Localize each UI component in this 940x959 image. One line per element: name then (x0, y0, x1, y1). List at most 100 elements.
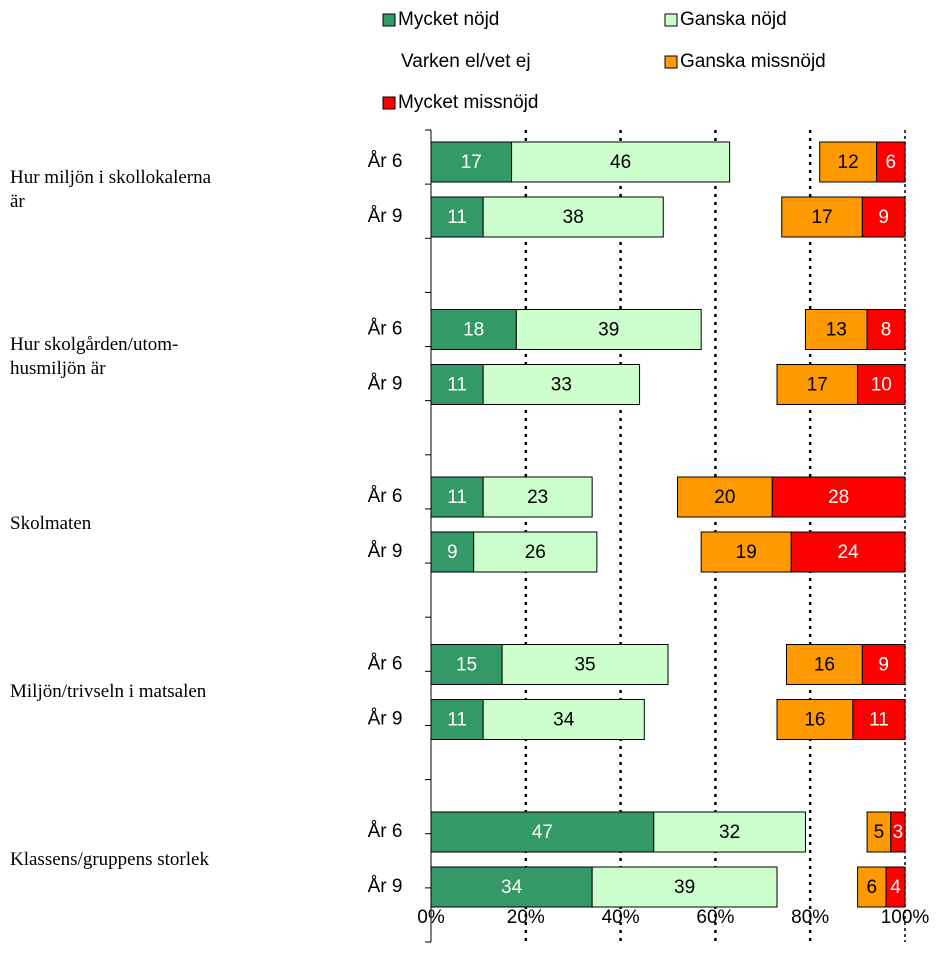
bar-segment (866, 309, 906, 350)
bar-segment (700, 531, 792, 573)
legend-label: Mycket nöjd (398, 9, 499, 30)
bar-segment (857, 364, 906, 405)
legend-label: Varken el/vet ej (401, 51, 531, 72)
group-label: Miljön/trivseln i matsalen (10, 680, 310, 704)
legend-swatch (664, 55, 678, 69)
data-label: 4 (890, 877, 901, 898)
data-label: 9 (447, 542, 458, 563)
data-label: 23 (527, 487, 548, 508)
bar-segment (819, 141, 878, 183)
group-label-line: Hur skolgården/utom- (10, 334, 179, 355)
data-label: 6 (885, 152, 896, 173)
group-label-line: är (10, 191, 25, 212)
legend-swatch (382, 96, 396, 110)
bar-segment (804, 309, 868, 350)
group-label: Klassens/gruppens storlek (10, 848, 310, 872)
data-label: 17 (811, 207, 832, 228)
x-tick-label: 20% (507, 907, 545, 928)
data-label: 17 (461, 152, 482, 173)
bar-segment (430, 699, 484, 740)
data-label: 3 (893, 822, 904, 843)
y-tick-label: År 6 (368, 319, 403, 340)
data-label: 9 (878, 207, 889, 228)
data-label: 39 (674, 877, 695, 898)
bar-segment (676, 476, 773, 518)
y-tick-label: År 9 (368, 709, 403, 730)
bar-segment (790, 531, 906, 573)
data-label: 19 (736, 542, 757, 563)
data-label: 39 (598, 320, 619, 341)
x-tick-label: 60% (696, 907, 734, 928)
bar-segment (861, 644, 906, 685)
bar-segment (430, 309, 517, 350)
bar-segment (653, 811, 806, 853)
y-tick-label: År 6 (368, 151, 403, 172)
bar-segment (430, 476, 484, 518)
bar-segment (430, 364, 484, 405)
data-label: 46 (610, 152, 631, 173)
bar-segment (857, 866, 887, 908)
data-label: 11 (447, 487, 467, 508)
bar-segment (430, 531, 475, 573)
data-label: 34 (501, 877, 523, 898)
group-label-line: Hur miljön i skollokalerna (10, 167, 212, 188)
y-tick-label: År 9 (368, 374, 403, 395)
bar-segment (473, 531, 598, 573)
group-label-line: Miljön/trivseln i matsalen (10, 681, 207, 702)
bar-segment (482, 364, 641, 405)
bar-segment (591, 866, 778, 908)
bar-segment (430, 644, 503, 685)
legend-swatch (664, 13, 678, 27)
y-tick-label: År 6 (368, 654, 403, 675)
bar-segment (430, 866, 593, 908)
data-label: 26 (525, 542, 546, 563)
data-label: 38 (563, 207, 584, 228)
group-label: Hur miljön i skollokalerna är (10, 166, 310, 214)
bar-segment (771, 476, 906, 518)
x-tick-label: 80% (791, 907, 829, 928)
group-label-line: Klassens/gruppens storlek (10, 849, 209, 870)
bar-segment (786, 644, 863, 685)
bar-segment (482, 196, 664, 238)
bar-segment (511, 141, 731, 183)
data-label: 6 (867, 877, 878, 898)
legend-label: Mycket missnöjd (398, 92, 538, 113)
bar-segment (430, 196, 484, 238)
data-label: 34 (553, 710, 575, 731)
y-tick-label: År 9 (368, 541, 403, 562)
bar-segment (890, 811, 906, 853)
y-tick-label: År 6 (368, 486, 403, 507)
data-label: 13 (826, 320, 847, 341)
y-tick-label: År 9 (368, 206, 403, 227)
group-label: Skolmaten (10, 512, 310, 536)
data-label: 18 (463, 320, 484, 341)
bar-segment (876, 141, 906, 183)
bar-segment (776, 699, 854, 740)
bar-segment (781, 196, 863, 238)
legend-swatch (382, 13, 396, 27)
group-label: Hur skolgården/utom-husmiljön är (10, 333, 310, 381)
data-label: 28 (828, 487, 849, 508)
data-label: 11 (447, 207, 467, 228)
bar-segment (885, 866, 906, 908)
data-label: 5 (874, 822, 885, 843)
data-label: 32 (719, 822, 740, 843)
data-label: 11 (447, 710, 467, 731)
group-label-line: husmiljön är (10, 358, 106, 379)
data-label: 24 (838, 542, 860, 563)
data-label: 33 (551, 375, 572, 396)
bar-segment (776, 364, 859, 405)
data-label: 11 (869, 710, 889, 731)
data-label: 11 (447, 375, 467, 396)
data-label: 20 (714, 487, 735, 508)
bar-segment (852, 699, 906, 740)
data-label: 15 (456, 655, 477, 676)
y-tick-label: År 6 (368, 821, 403, 842)
legend-label: Ganska missnöjd (680, 51, 826, 72)
x-tick-label: 40% (602, 907, 640, 928)
group-label-line: Skolmaten (10, 513, 92, 534)
bar-segment (861, 196, 906, 238)
data-label: 8 (881, 320, 892, 341)
data-label: 12 (838, 152, 859, 173)
